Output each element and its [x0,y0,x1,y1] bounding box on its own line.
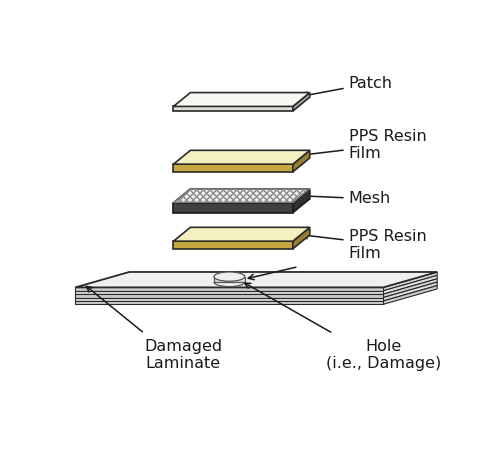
Polygon shape [76,272,437,287]
Polygon shape [76,298,384,301]
Ellipse shape [214,272,244,281]
Polygon shape [174,189,310,203]
Text: PPS Resin
Film: PPS Resin Film [301,129,426,161]
Polygon shape [384,276,437,294]
Polygon shape [76,291,384,294]
Polygon shape [76,301,384,304]
Polygon shape [214,276,244,282]
Polygon shape [76,287,384,291]
Polygon shape [293,227,310,249]
Text: Damaged
Laminate: Damaged Laminate [144,339,222,372]
Polygon shape [174,203,293,213]
Polygon shape [174,106,293,111]
Polygon shape [174,164,293,172]
Text: Hole
(i.e., Damage): Hole (i.e., Damage) [326,339,441,372]
Polygon shape [384,272,437,291]
Text: Mesh: Mesh [304,191,391,206]
Polygon shape [384,286,437,304]
Polygon shape [384,279,437,298]
Polygon shape [293,150,310,172]
Polygon shape [384,282,437,301]
Polygon shape [293,189,310,213]
Polygon shape [174,227,310,241]
Polygon shape [174,150,310,164]
Text: PPS Resin
Film: PPS Resin Film [301,229,426,261]
Polygon shape [293,93,310,111]
Text: Patch: Patch [301,76,392,98]
Polygon shape [174,93,310,106]
Polygon shape [174,241,293,249]
Polygon shape [76,294,384,298]
